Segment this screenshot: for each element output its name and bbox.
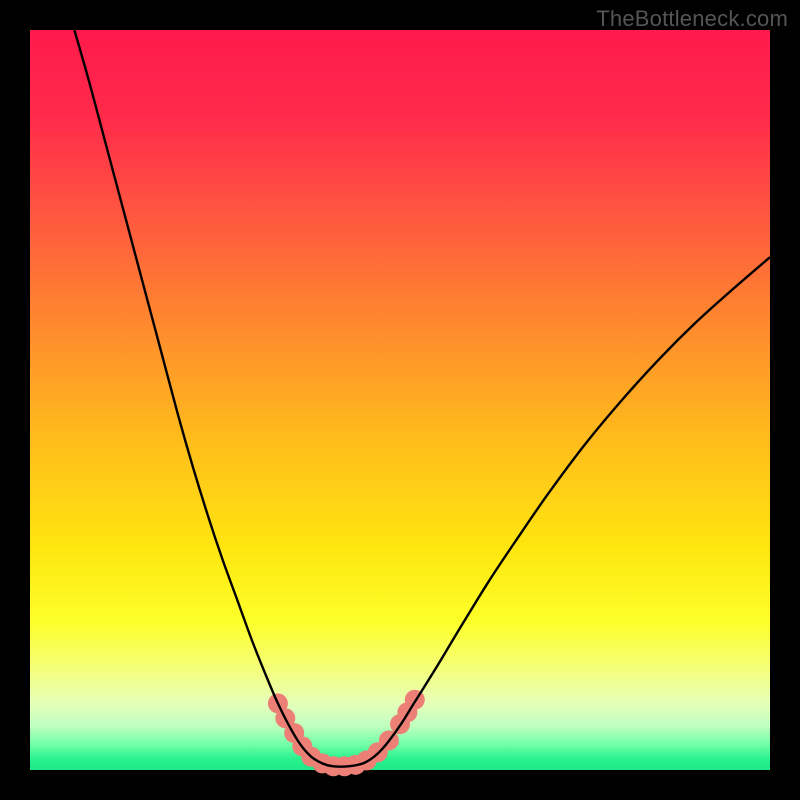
watermark-text: TheBottleneck.com xyxy=(596,6,788,32)
plot-background xyxy=(30,30,770,770)
bottleneck-chart xyxy=(0,0,800,800)
stage: TheBottleneck.com xyxy=(0,0,800,800)
